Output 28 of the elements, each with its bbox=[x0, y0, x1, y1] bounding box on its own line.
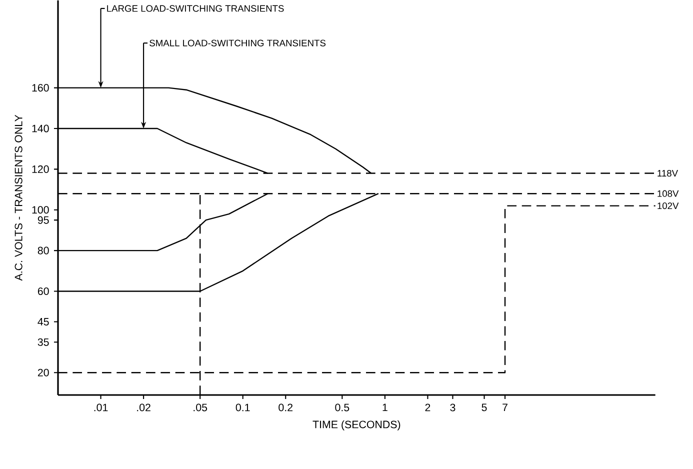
x-tick-label: .01 bbox=[94, 404, 108, 412]
series-label: 102V bbox=[658, 202, 679, 210]
x-tick-label: 1 bbox=[382, 404, 388, 412]
y-tick-label: 140 bbox=[32, 124, 49, 132]
y-tick-label: 160 bbox=[32, 84, 49, 92]
ref-line-label: 118V bbox=[658, 170, 678, 177]
x-tick-label: 3 bbox=[450, 404, 456, 412]
x-tick-label: 0.5 bbox=[335, 404, 350, 412]
x-tick-label: 0.1 bbox=[236, 404, 250, 412]
y-tick-label: 60 bbox=[38, 287, 49, 296]
ref-line-label: 108V bbox=[658, 190, 679, 197]
x-tick-label: 2 bbox=[425, 404, 430, 412]
x-tick-label: .05 bbox=[194, 404, 208, 412]
y-axis-title: A.C. VOLTS - TRANSIENTS ONLY bbox=[14, 114, 22, 281]
y-tick-label: 120 bbox=[32, 165, 49, 173]
x-tick-label: 7 bbox=[502, 404, 508, 412]
y-tick-label: 45 bbox=[38, 318, 49, 326]
x-tick-label: 0.2 bbox=[278, 404, 292, 412]
x-tick-label: .02 bbox=[137, 404, 150, 412]
y-tick-label: 100 bbox=[32, 206, 49, 214]
y-tick-label: 35 bbox=[38, 338, 49, 346]
annotation: LARGE LOAD-SWITCHING TRANSIENTS bbox=[107, 5, 284, 12]
annotation: SMALL LOAD-SWITCHING TRANSIENTS bbox=[150, 40, 326, 46]
x-tick-label: 5 bbox=[482, 404, 487, 412]
y-tick-label: 20 bbox=[38, 368, 49, 376]
y-tick-label: 80 bbox=[38, 246, 49, 254]
y-tick-label: 95 bbox=[38, 216, 49, 224]
x-axis-title: TIME (SECONDS) bbox=[312, 420, 400, 430]
